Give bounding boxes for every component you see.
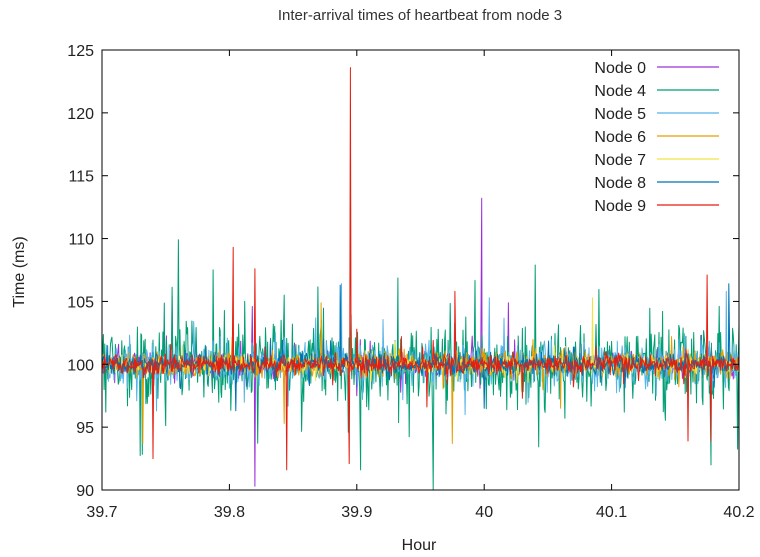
- x-tick-label: 40.1: [596, 504, 627, 521]
- legend-label: Node 7: [594, 152, 646, 169]
- y-tick-label: 100: [67, 357, 94, 374]
- y-tick-label: 95: [76, 420, 94, 437]
- legend-label: Node 0: [594, 60, 646, 77]
- legend-label: Node 6: [594, 129, 646, 146]
- y-tick-label: 120: [67, 106, 94, 123]
- y-tick-label: 115: [68, 169, 94, 186]
- series-line-node-0: [101, 197, 740, 487]
- series-line-node-9: [101, 67, 740, 471]
- x-tick-label: 39.9: [341, 504, 372, 521]
- legend-label: Node 5: [594, 106, 646, 123]
- y-tick-label: 110: [68, 232, 94, 249]
- legend-label: Node 9: [594, 198, 646, 215]
- y-axis-label: Time (ms): [11, 236, 28, 307]
- x-tick-label: 40.2: [723, 504, 754, 521]
- chart-title: Inter-arrival times of heartbeat from no…: [278, 7, 562, 24]
- legend-label: Node 8: [594, 175, 646, 192]
- ticks-layer: 90 95 100 105 110 115 120 125 39.7 39.8 39.9 40 40.1…: [67, 43, 754, 521]
- x-axis-label: Hour: [402, 537, 437, 554]
- series-line-node-8: [101, 283, 740, 412]
- legend: Node 0 Node 4 Node 5 Node 6 Node 7 Node 8 Node…: [594, 60, 719, 215]
- y-tick-label: 125: [67, 43, 94, 60]
- series-layer: [101, 67, 740, 491]
- plot-frame: [101, 49, 740, 491]
- series-line-node-5: [101, 283, 740, 416]
- y-tick-label: 90: [76, 483, 94, 500]
- legend-label: Node 4: [594, 83, 646, 100]
- x-tick-label: 40: [475, 504, 493, 521]
- x-tick-label: 39.8: [214, 504, 245, 521]
- y-tick-label: 105: [67, 294, 94, 311]
- x-tick-label: 39.7: [86, 504, 117, 521]
